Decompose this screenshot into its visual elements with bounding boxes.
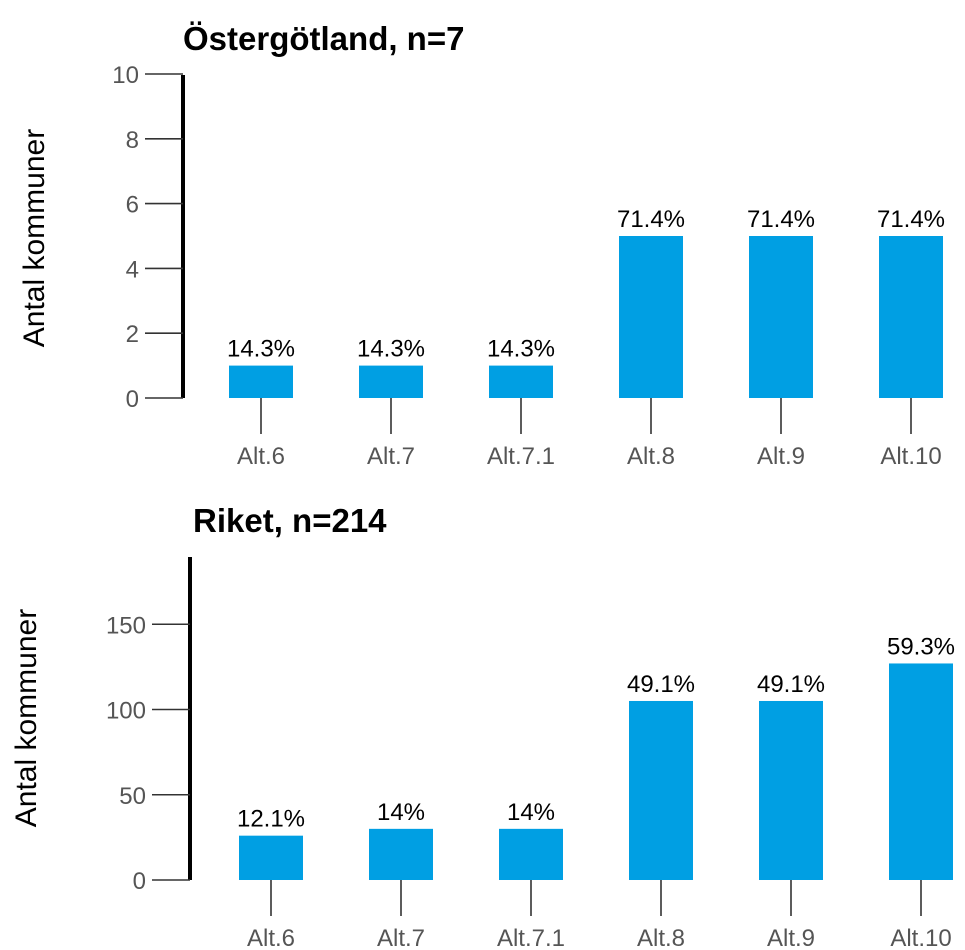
bar [759,700,823,880]
bar-data-label: 14% [507,799,555,826]
bar [619,236,683,398]
bar [229,365,293,398]
y-axis-label: Antal kommuner [18,129,51,347]
x-tick-label: Alt.7.1 [497,925,565,950]
bar-data-label: 14.3% [357,336,425,363]
bar [369,828,433,880]
y-tick-label: 150 [106,612,146,639]
y-tick-label: 0 [126,386,139,413]
bar [749,236,813,398]
x-tick-label: Alt.10 [890,925,951,950]
y-tick-label: 2 [126,321,139,348]
bar-data-label: 71.4% [877,206,945,233]
x-tick-label: Alt.9 [767,925,815,950]
bar [879,236,943,398]
x-tick-label: Alt.8 [637,925,685,950]
bar-data-label: 14% [377,799,425,826]
x-tick-label: Alt.6 [237,443,285,470]
bar [239,835,303,880]
y-tick-label: 8 [126,127,139,154]
x-tick-label: Alt.7.1 [487,443,555,470]
y-tick-label: 10 [112,62,139,89]
chart-panel-ostergotland: Östergötland, n=7 Antal kommuner 0 2 4 6 8 10… [18,20,945,470]
bar-data-label: 71.4% [617,206,685,233]
y-tick-label: 6 [126,192,139,219]
y-tick-label: 4 [126,256,139,283]
x-tick-label: Alt.8 [627,443,675,470]
bar-data-label: 14.3% [227,336,295,363]
bar-data-label: 12.1% [237,806,305,833]
bar-data-label: 49.1% [627,671,695,698]
bar-data-label: 71.4% [747,206,815,233]
chart-title: Östergötland, n=7 [183,20,464,57]
bar-data-label: 14.3% [487,336,555,363]
x-tick-label: Alt.10 [880,443,941,470]
x-tick-label: Alt.7 [367,443,415,470]
bar [499,828,563,880]
bar-data-label: 59.3% [887,633,955,660]
bar [359,365,423,398]
y-tick-label: 100 [106,698,146,725]
bar [489,365,553,398]
y-tick-label: 50 [119,783,146,810]
bar [889,663,953,880]
x-tick-label: Alt.9 [757,443,805,470]
bar-data-label: 49.1% [757,671,825,698]
chart-title: Riket, n=214 [193,502,387,539]
bar [629,700,693,880]
y-axis-label: Antal kommuner [10,609,43,827]
chart-panel-riket: Riket, n=214 Antal kommuner 0 50 100 150 12.… [10,502,955,950]
x-tick-label: Alt.6 [247,925,295,950]
x-tick-label: Alt.7 [377,925,425,950]
y-tick-label: 0 [133,868,146,895]
